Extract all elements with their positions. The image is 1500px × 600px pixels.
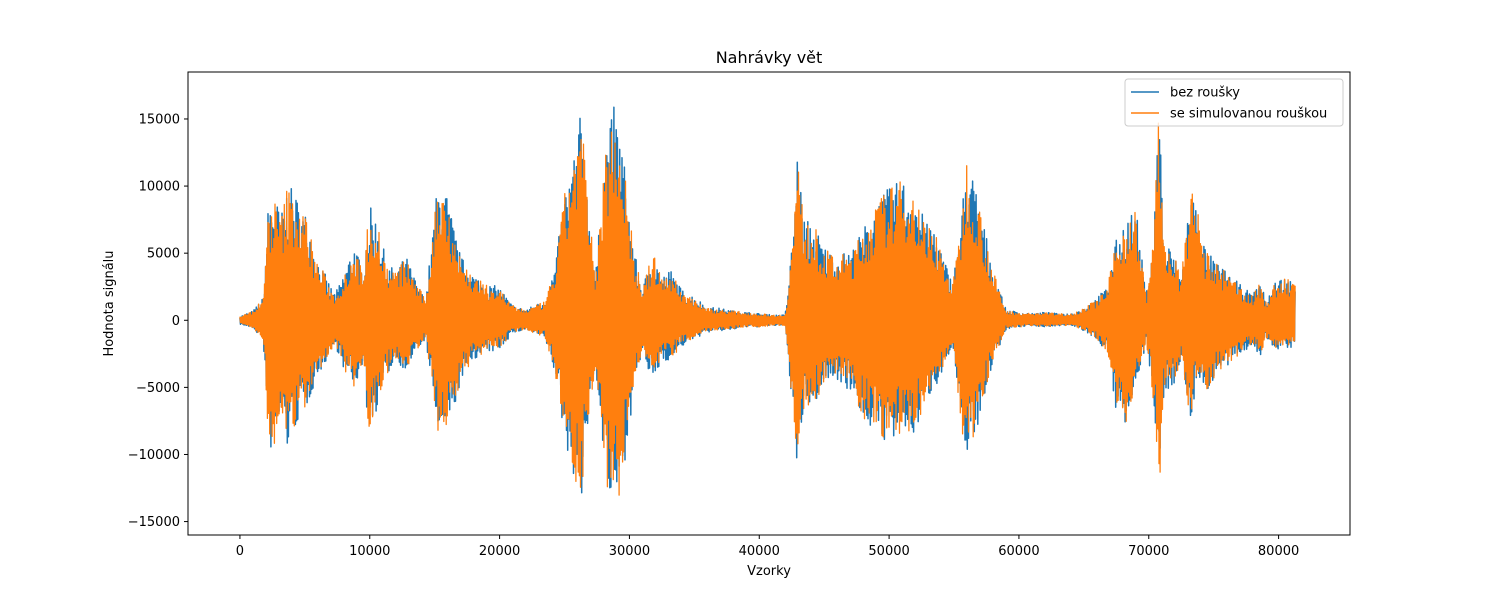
y-tick-label: 0 [172,314,180,329]
x-tick-label: 80000 [1258,544,1299,559]
x-tick-label: 0 [236,544,244,559]
x-tick-label: 20000 [479,544,520,559]
legend-label: se simulovanou rouškou [1170,107,1327,122]
legend: bez roušky se simulovanou rouškou [1124,78,1344,127]
chart-title: Nahrávky vět [716,48,823,67]
y-axis: −15000 −10000 −5000 0 5000 10000 15000 [128,112,188,530]
x-tick-label: 30000 [609,544,650,559]
x-tick-label: 50000 [868,544,909,559]
x-axis-label: Vzorky [747,564,791,579]
series-layer [239,106,1296,496]
y-tick-label: 15000 [139,112,180,127]
y-tick-label: −10000 [128,448,180,463]
series-line [239,122,1296,496]
y-tick-label: −15000 [128,515,180,530]
y-tick-label: −5000 [136,381,180,396]
legend-label: bez roušky [1170,86,1240,101]
x-tick-label: 40000 [739,544,780,559]
y-tick-label: 5000 [147,247,180,262]
x-axis: 0 10000 20000 30000 40000 50000 60000 70000 8000… [236,535,1299,559]
y-axis-label: Hodnota signálu [102,250,117,356]
x-tick-label: 10000 [349,544,390,559]
plot-frame [187,71,1351,536]
x-tick-label: 70000 [1128,544,1169,559]
legend-box [1124,78,1344,127]
y-tick-label: 10000 [139,180,180,195]
x-tick-label: 60000 [998,544,1039,559]
